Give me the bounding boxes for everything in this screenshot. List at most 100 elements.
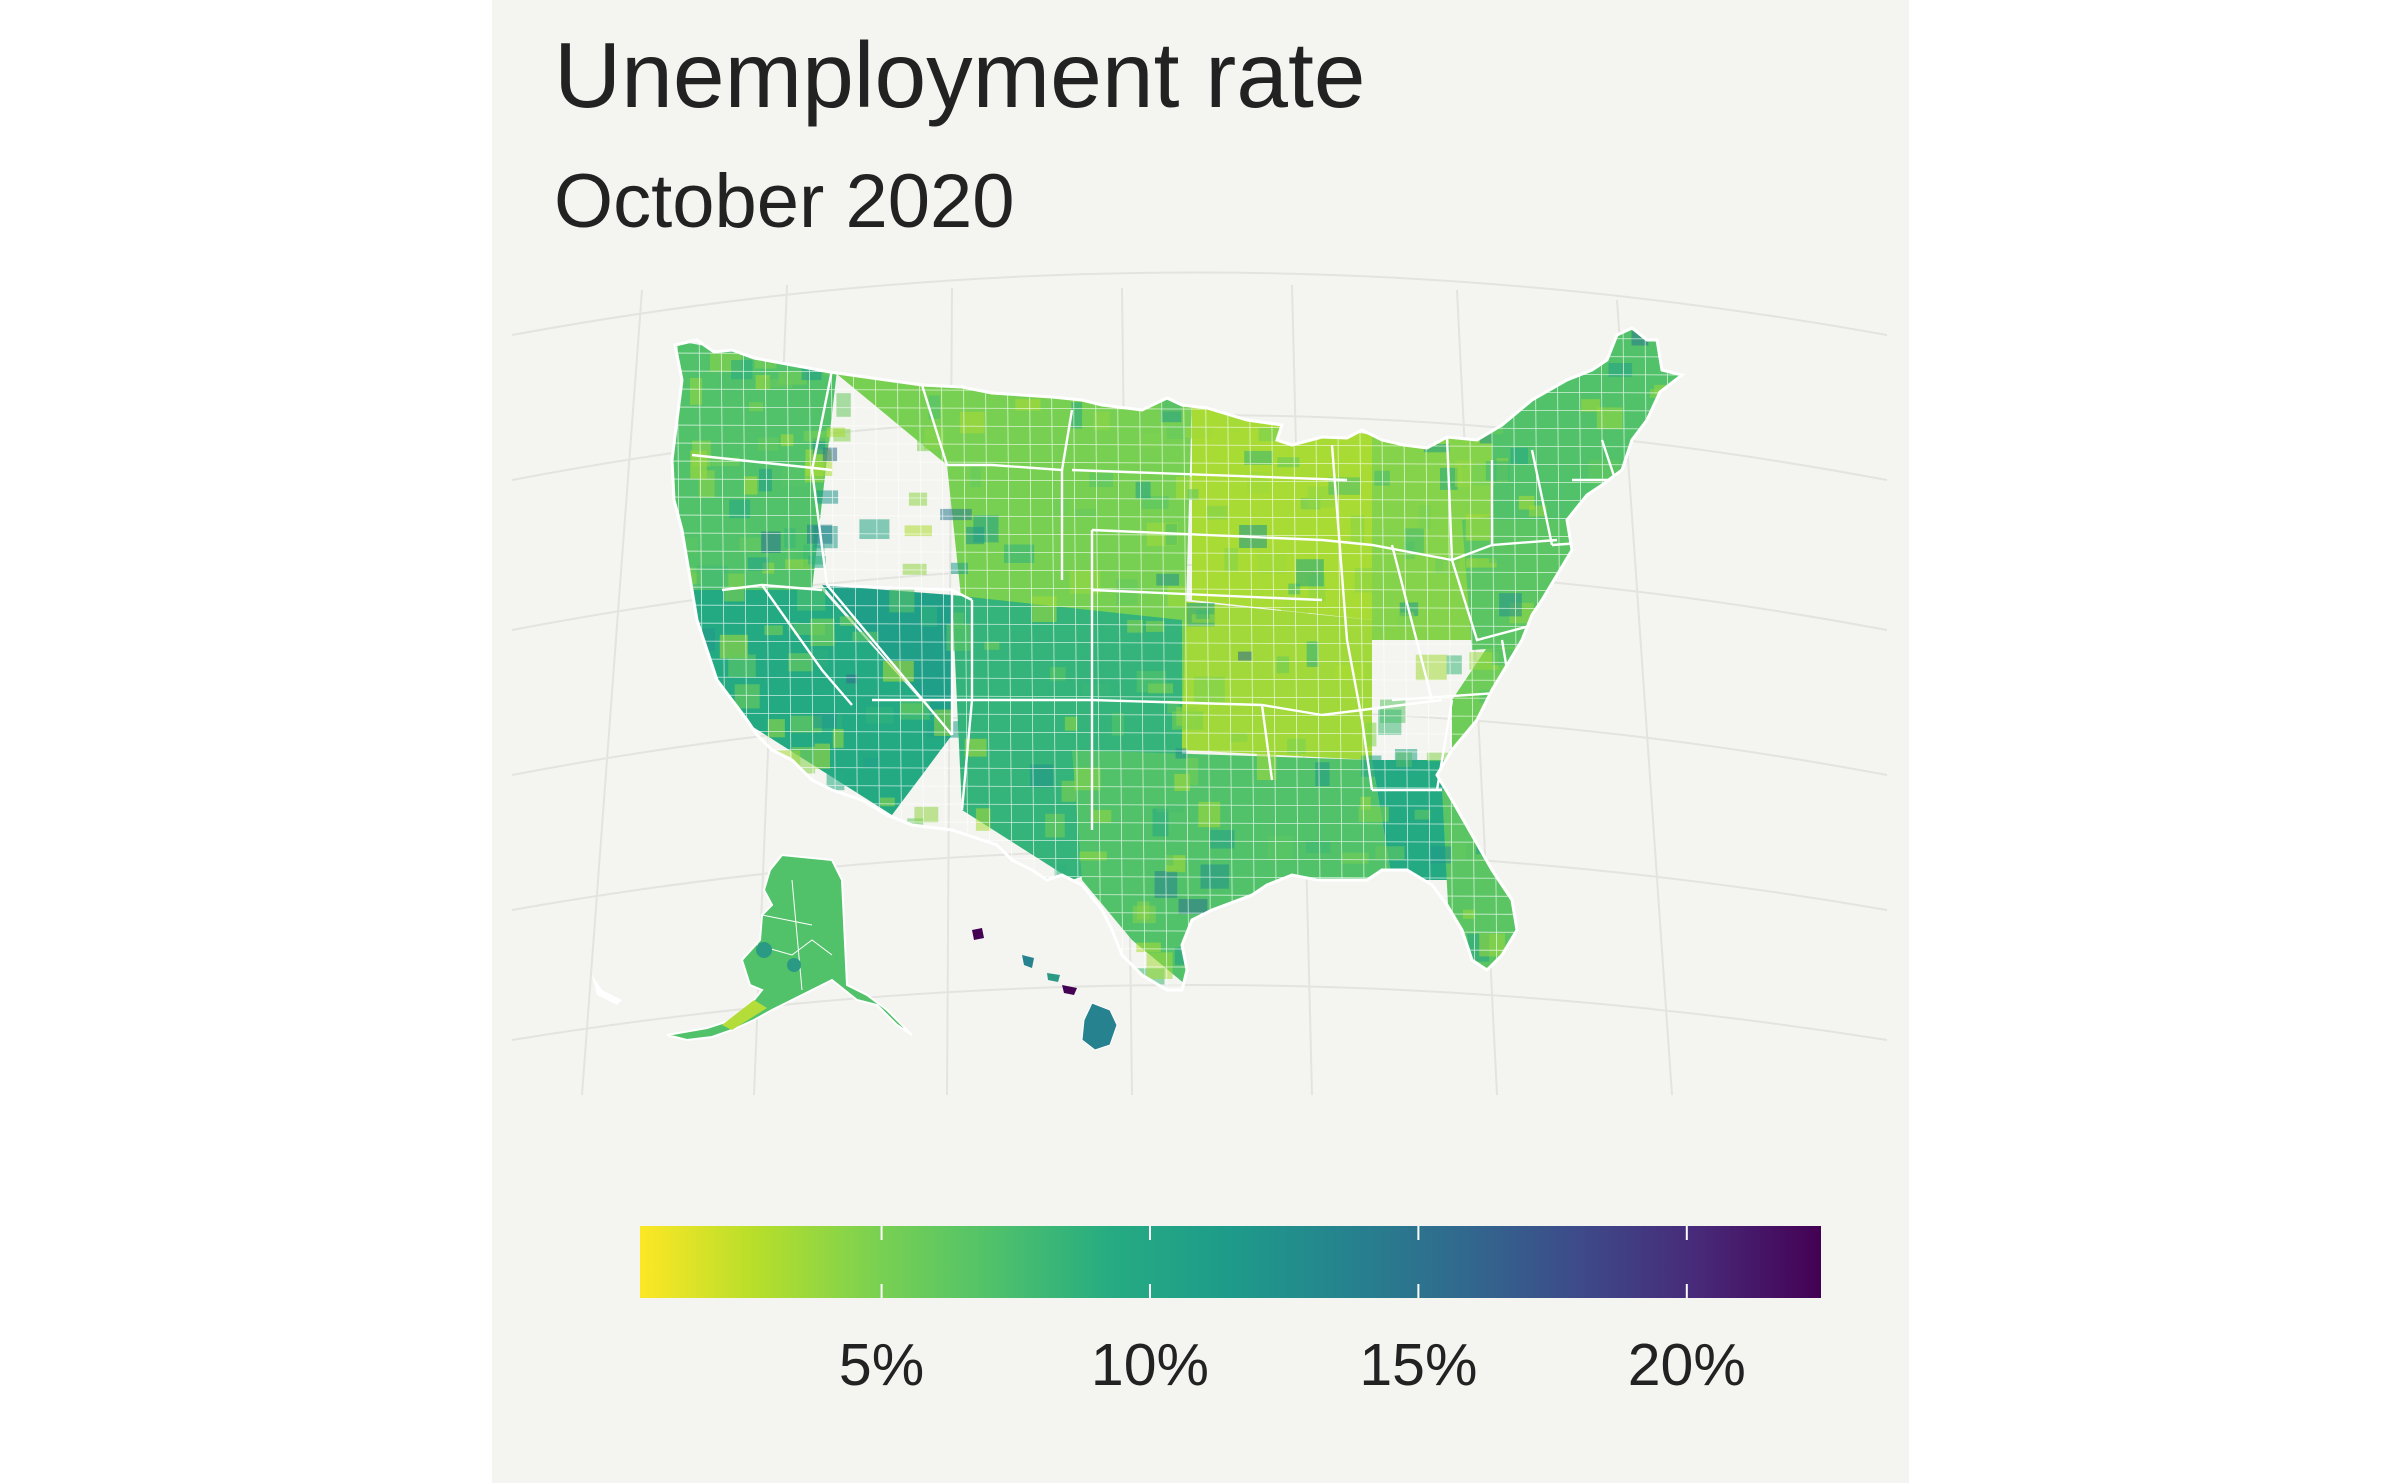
county-cell: [749, 402, 763, 412]
county-cell: [1135, 481, 1151, 499]
map-title: Unemployment rate: [554, 23, 1366, 127]
county-cell: [813, 712, 837, 729]
county-cell: [1145, 620, 1165, 632]
county-cell: [1510, 447, 1529, 464]
county-cell: [731, 360, 753, 380]
county-cell: [908, 492, 928, 506]
legend-tick-label: 15%: [1359, 1332, 1477, 1398]
county-cell: [1178, 899, 1208, 914]
county-cell: [1079, 851, 1107, 861]
county-cell: [761, 531, 781, 553]
county-cell: [1581, 399, 1601, 412]
county-cell: [914, 806, 939, 823]
county-cell: [880, 797, 895, 807]
county-cell: [1051, 499, 1070, 516]
county-cell: [1210, 830, 1235, 849]
county-cell: [692, 440, 711, 467]
county-cell: [764, 625, 783, 636]
legend-ticks: 5% 10% 15% 20%: [839, 1226, 1746, 1398]
county-cell: [1453, 843, 1466, 859]
county-cell: [1166, 425, 1191, 440]
county-cell: [785, 559, 811, 570]
legend-colorbar: [640, 1226, 1821, 1298]
county-cell: [1341, 852, 1369, 864]
county-cell: [1146, 952, 1173, 979]
color-legend: 5% 10% 15% 20%: [640, 1226, 1821, 1398]
county-cell: [780, 434, 794, 447]
county-cell: [1238, 651, 1252, 661]
county-cell: [975, 808, 991, 831]
county-cell: [1156, 804, 1185, 813]
county-cell: [1064, 716, 1078, 731]
county-cell: [767, 719, 785, 738]
county-cell: [832, 729, 844, 748]
county-cell: [1020, 483, 1047, 501]
hawaii-inset: [972, 928, 1118, 1051]
county-cell: [1489, 554, 1512, 563]
county-cell: [1185, 426, 1212, 439]
county-cell: [803, 430, 831, 442]
county-cell: [1499, 593, 1522, 617]
county-cell: [1455, 460, 1473, 487]
county-cell: [1089, 472, 1114, 488]
county-cell: [1030, 764, 1053, 788]
county-cell: [826, 427, 846, 437]
county-cell: [784, 528, 796, 549]
county-cell: [747, 557, 769, 571]
county-cell: [889, 589, 915, 613]
county-cell: [1004, 544, 1035, 563]
county-cell: [1267, 835, 1293, 861]
county-cell: [1529, 505, 1547, 517]
county-cell: [1596, 407, 1623, 429]
county-cell: [1335, 665, 1365, 680]
county-cell: [794, 623, 825, 635]
county-cell: [1419, 505, 1431, 530]
county-cell: [1193, 676, 1225, 705]
county-cell: [1054, 864, 1066, 878]
county-cell: [1258, 427, 1280, 442]
county-cell: [1093, 411, 1110, 431]
county-cell: [1358, 806, 1389, 822]
county-cell: [1081, 683, 1111, 696]
legend-tick-label: 5%: [839, 1332, 924, 1398]
county-cell: [959, 411, 985, 434]
region-great-plains: [1172, 600, 1372, 760]
county-cell: [1152, 808, 1169, 837]
county-cell: [852, 631, 879, 641]
map-subtitle: October 2020: [554, 159, 1015, 244]
chart-panel: Unemployment rate October 2020: [492, 0, 1909, 1483]
county-cell: [1365, 722, 1377, 747]
county-cell: [964, 738, 987, 757]
county-cell: [728, 654, 756, 678]
county-cell: [920, 606, 938, 627]
county-cell: [757, 437, 779, 451]
county-cell: [1423, 444, 1450, 453]
county-cell: [808, 556, 826, 565]
county-cell: [763, 379, 792, 388]
county-cell: [902, 563, 927, 575]
county-cell: [1229, 732, 1248, 742]
county-cell: [1032, 596, 1057, 622]
county-cell: [1156, 573, 1179, 586]
county-cell: [1148, 683, 1173, 694]
county-cell: [970, 465, 981, 488]
county-cell: [1469, 652, 1499, 670]
county-cell: [696, 565, 729, 590]
county-cell: [1175, 748, 1187, 759]
county-cell: [917, 439, 931, 452]
county-cell: [1092, 809, 1112, 823]
county-cell: [1296, 559, 1324, 587]
county-cell: [1167, 586, 1186, 607]
county-cell: [822, 447, 838, 462]
county-cell: [1015, 399, 1041, 411]
county-cell: [711, 457, 740, 467]
lower-48-outline: [670, 326, 1686, 992]
county-cell: [1137, 901, 1150, 920]
county-cell: [1187, 489, 1199, 500]
county-cell: [1414, 809, 1431, 820]
county-cell: [1074, 508, 1097, 517]
county-cell: [743, 476, 758, 495]
county-cell: [1479, 933, 1505, 957]
county-cell: [698, 470, 715, 498]
county-cell: [765, 656, 777, 676]
